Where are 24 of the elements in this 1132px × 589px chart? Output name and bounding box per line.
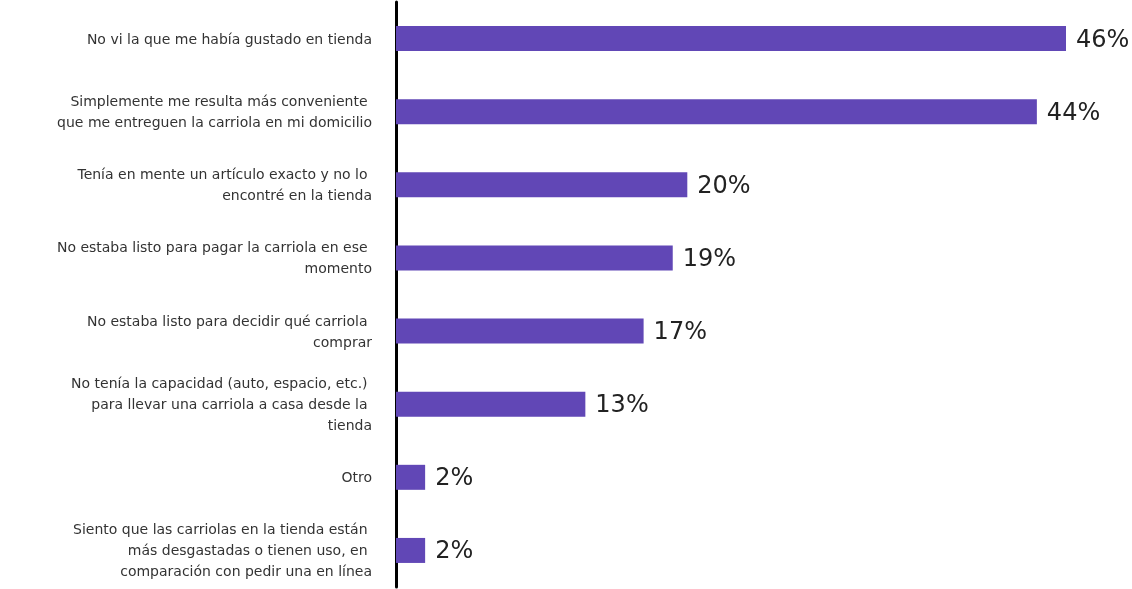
y-tick-label: Siento que las carriolas en la tienda están más desgastadas o tienen uso, en comparación con pedir una en línea (73, 521, 372, 580)
data-label: 17% (653, 317, 707, 346)
y-tick-label: No vi la que me había gustado en tienda (86, 30, 372, 47)
y-tick-label: No tenía la capacidad (auto, espacio, etc.) para llevar una carriola a casa desde la tienda (71, 375, 372, 434)
y-tick-label: Tenía en mente un artículo exacto y no lo encontré en la tienda (76, 166, 372, 204)
bar (396, 26, 1066, 52)
data-label: 19% (682, 243, 737, 272)
bar (396, 318, 644, 344)
bar (396, 537, 426, 563)
data-label: 46% (1076, 24, 1130, 53)
bar (396, 391, 586, 417)
bar (396, 99, 1037, 125)
data-label: 2% (435, 463, 474, 492)
y-tick-label: Otro (341, 469, 372, 486)
y-tick-label: Simplemente me resulta más conveniente que me entreguen la carriola en mi domicilio (57, 93, 372, 131)
bar (396, 172, 688, 198)
y-tick-label: No estaba listo para pagar la carriola en ese momento (56, 239, 372, 277)
data-label: 20% (697, 170, 751, 199)
y-tick-label: No estaba listo para decidir qué carriola comprar (86, 312, 373, 350)
data-label: 13% (595, 390, 649, 419)
bar (396, 245, 673, 271)
data-label: 44% (1046, 97, 1101, 126)
data-label: 2% (435, 536, 474, 565)
bar (396, 464, 426, 490)
